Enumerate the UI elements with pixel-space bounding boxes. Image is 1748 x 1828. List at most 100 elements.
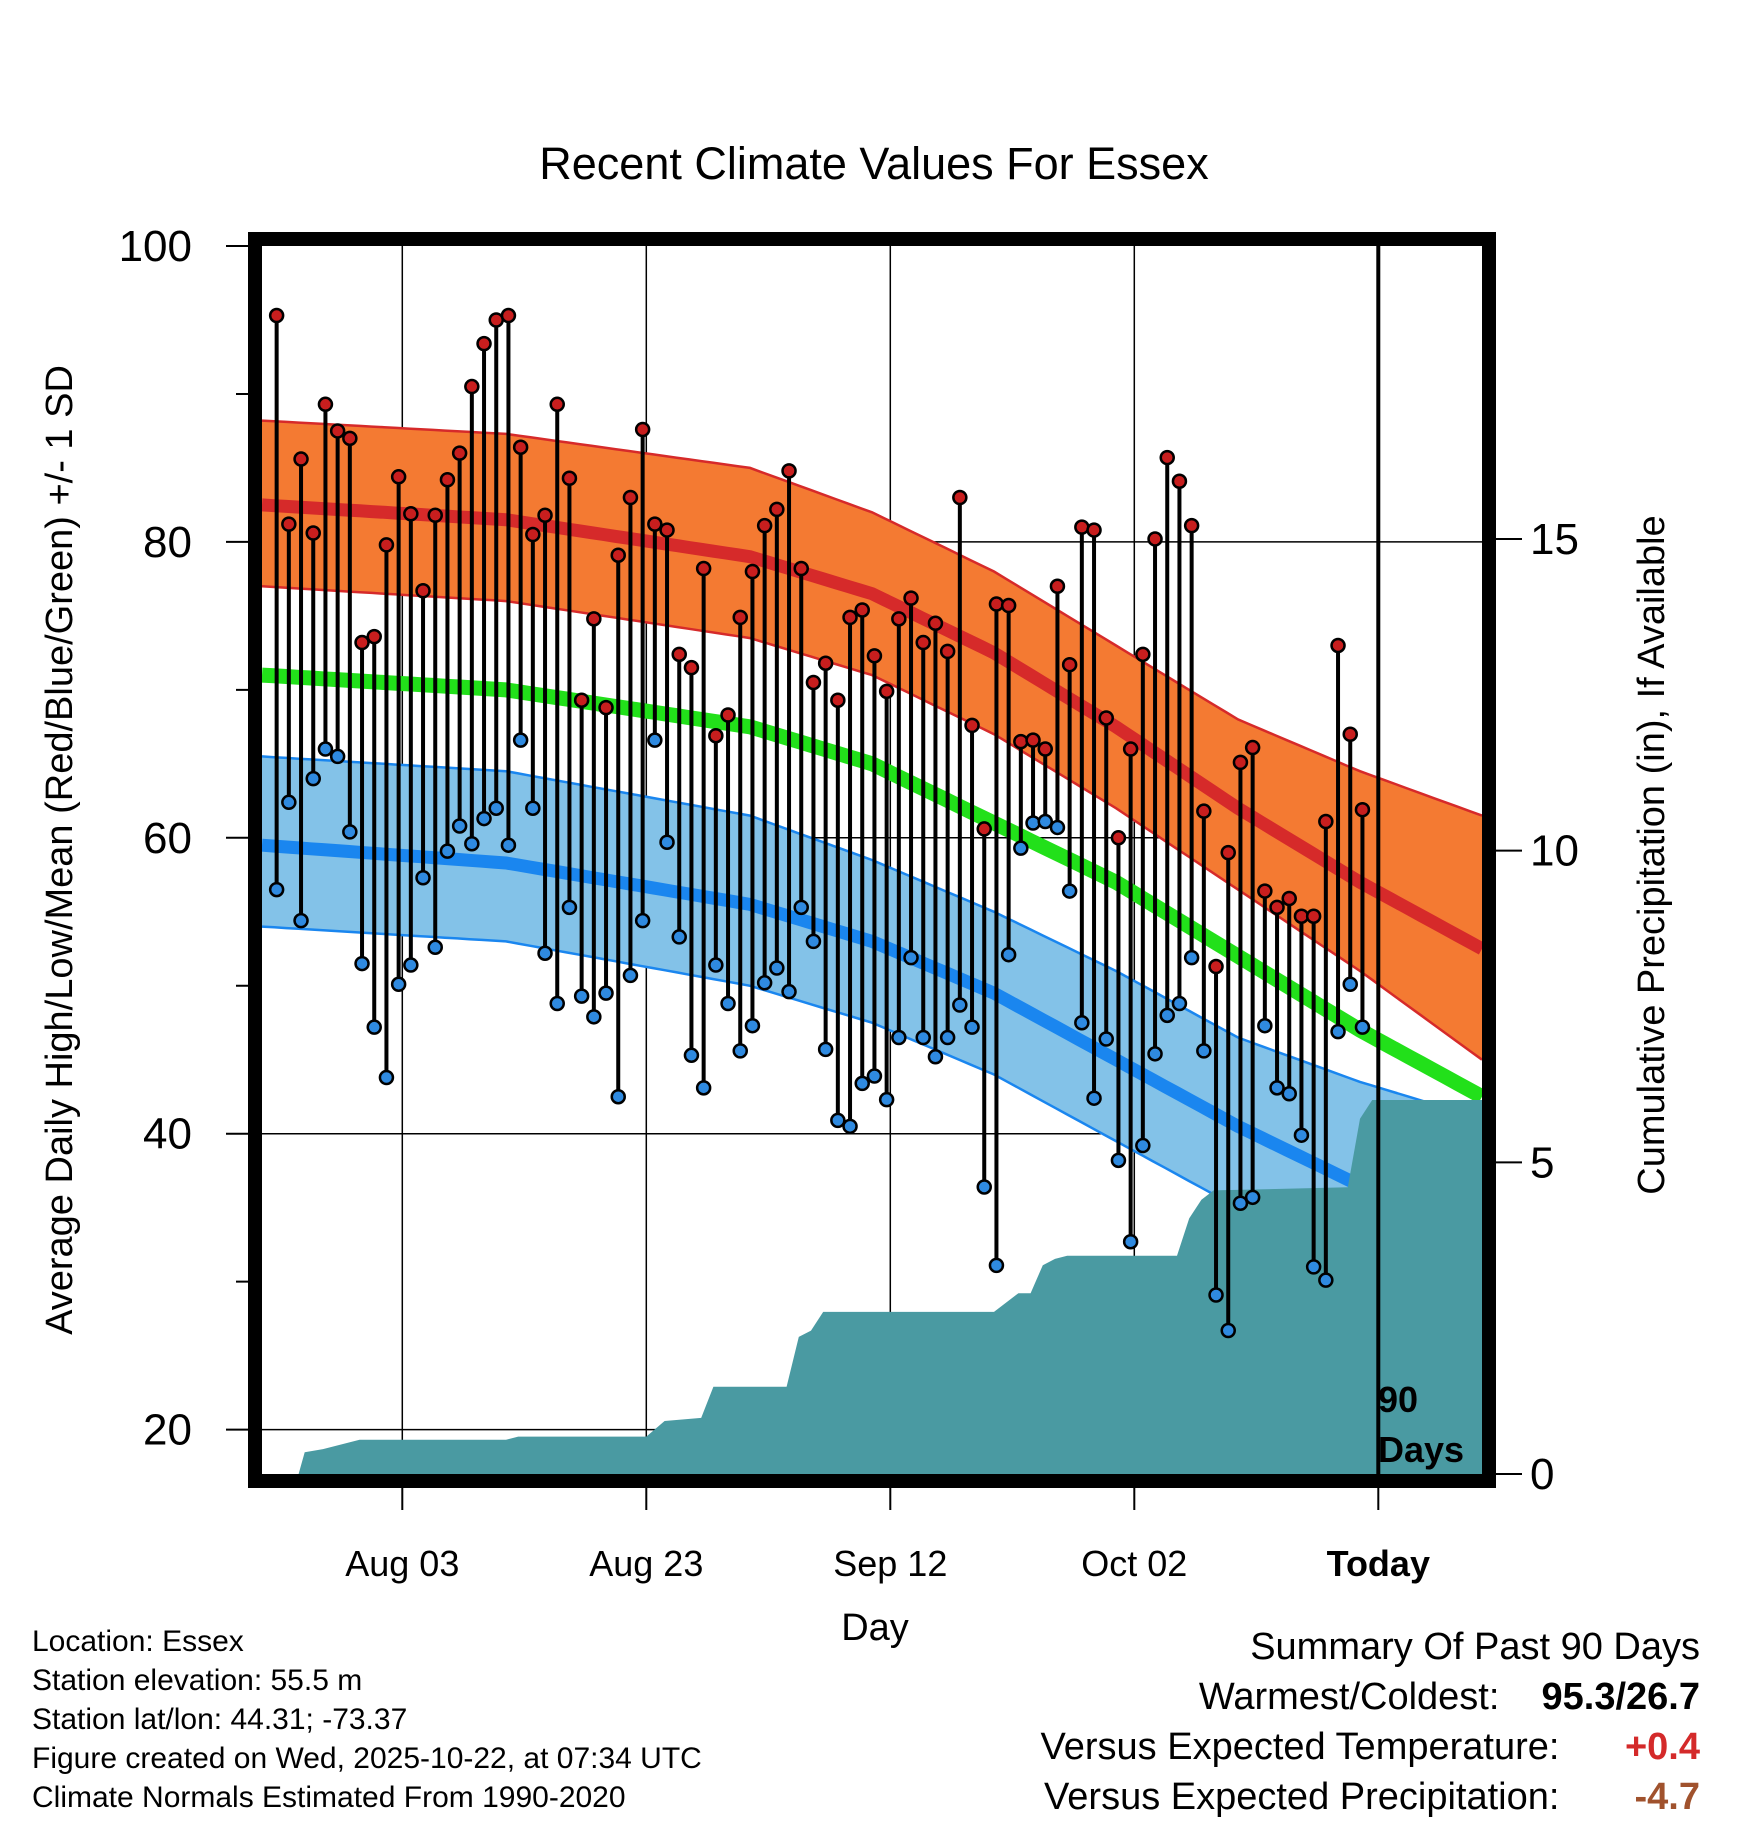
daily-low-point	[1147, 1046, 1163, 1062]
daily-high-point	[756, 517, 773, 534]
daily-low-point	[1013, 840, 1029, 856]
daily-high-point	[683, 659, 700, 676]
axes: 100 80 60 40 20 15 10 5 0 Aug 03 Aug 23 Sep 12 Oct 0…	[119, 222, 1579, 1584]
daily-low-point	[1000, 946, 1017, 963]
elevation-line: Station elevation: 55.5 m	[32, 1664, 363, 1697]
daily-high-point	[537, 507, 553, 524]
daily-low-point	[366, 1019, 382, 1035]
daily-low-point	[720, 995, 736, 1012]
daily-high-point	[512, 439, 529, 455]
daily-high-point	[659, 522, 675, 538]
daily-high-point	[866, 648, 883, 664]
daily-low-point	[854, 1075, 870, 1092]
daily-low-point	[1171, 995, 1188, 1012]
daily-low-point	[464, 835, 480, 852]
daily-high-point	[1208, 958, 1224, 975]
daily-low-point	[756, 975, 773, 991]
high-sd-band	[262, 420, 1482, 1060]
daily-high-point	[1257, 883, 1273, 899]
normal-high-line	[261, 498, 1486, 955]
daily-high-point	[1342, 726, 1358, 742]
daily-high-point	[854, 602, 870, 618]
daily-low-point	[1293, 1127, 1310, 1143]
x-tick-label: Oct 02	[1081, 1543, 1187, 1584]
y2-axis-label: Cumulative Precipitation (in), If Availa…	[1631, 515, 1673, 1194]
daily-high-point	[1025, 732, 1041, 748]
daily-low-point	[488, 800, 504, 816]
daily-high-point	[817, 655, 834, 671]
daily-high-point	[561, 470, 578, 487]
daily-low-point	[781, 983, 797, 1000]
daily-low-point	[659, 834, 675, 850]
daily-low-point	[622, 967, 639, 984]
x-tick-label: Sep 12	[833, 1543, 947, 1584]
daily-high-point	[1269, 899, 1285, 916]
daily-low-point	[683, 1047, 700, 1064]
daily-low-point	[1037, 813, 1053, 830]
daily-low-point	[1110, 1152, 1127, 1169]
latlon-line: Station lat/lon: 44.31; -73.37	[32, 1703, 408, 1736]
x-tick-label: Aug 03	[345, 1543, 459, 1584]
y-tick-label: 80	[143, 518, 192, 567]
daily-low-point	[695, 1080, 712, 1096]
summary-panel: Summary Of Past 90 Days Warmest/Coldest:…	[1041, 1622, 1700, 1822]
daily-high-point	[622, 489, 639, 506]
daily-high-point	[1061, 656, 1078, 673]
daily-high-point	[1086, 522, 1102, 538]
daily-high-point	[329, 423, 346, 439]
daily-low-point	[671, 929, 687, 945]
y-tick-label: 20	[143, 1406, 192, 1455]
daily-low-point	[817, 1041, 834, 1058]
daily-low-point	[598, 985, 614, 1001]
daily-high-point	[293, 451, 309, 467]
daily-high-point	[1244, 739, 1261, 756]
daily-high-point	[1074, 519, 1090, 535]
daily-low-point	[561, 899, 578, 916]
daily-low-point	[952, 997, 968, 1013]
daily-low-point	[378, 1069, 395, 1086]
daily-low-point	[891, 1029, 907, 1046]
daily-low-point	[512, 732, 529, 748]
normal-low-line	[261, 838, 1485, 1251]
daily-high-point	[439, 472, 456, 488]
precip-value: -4.7	[1634, 1776, 1700, 1818]
daily-high-point	[781, 463, 797, 479]
daily-low-point	[1305, 1259, 1322, 1275]
daily-low-point	[964, 1019, 980, 1035]
daily-high-point	[793, 560, 809, 577]
daily-high-point	[891, 611, 907, 627]
temp-value: +0.4	[1624, 1726, 1700, 1768]
daily-high-point	[769, 501, 785, 518]
daily-low-point	[927, 1049, 944, 1065]
y-tick-label: 100	[119, 222, 192, 271]
daily-high-point	[964, 717, 980, 734]
daily-low-point	[1049, 819, 1066, 836]
location-line: Location: Essex	[32, 1625, 244, 1658]
daily-high-point	[610, 547, 626, 563]
daily-low-point	[732, 1043, 748, 1059]
daily-high-point	[878, 683, 895, 700]
daily-high-point	[305, 525, 321, 541]
daily-low-point	[610, 1088, 626, 1105]
precip-label: Versus Expected Precipitation:	[1044, 1776, 1560, 1818]
daily-high-point	[915, 634, 931, 651]
daily-low-point	[500, 837, 517, 853]
normals-line: Climate Normals Estimated From 1990-2020	[32, 1781, 626, 1814]
y2-tick-label: 5	[1530, 1138, 1554, 1187]
daily-low-point	[878, 1091, 895, 1108]
temp-label: Versus Expected Temperature:	[1040, 1726, 1560, 1768]
daily-high-point	[830, 692, 846, 708]
x-tick-label: Aug 23	[589, 1543, 703, 1584]
daily-high-point	[903, 590, 919, 606]
daily-low-point	[415, 870, 431, 886]
daily-high-point	[952, 489, 968, 506]
daily-high-point	[390, 469, 407, 485]
daily-high-point	[1183, 517, 1200, 534]
daily-low-point	[1342, 976, 1358, 993]
created-line: Figure created on Wed, 2025-10-22, at 07…	[32, 1742, 702, 1775]
daily-high-point	[1110, 830, 1127, 846]
daily-low-point	[281, 794, 297, 811]
y-tick-label: 60	[143, 814, 192, 863]
daily-low-point	[988, 1257, 1005, 1274]
